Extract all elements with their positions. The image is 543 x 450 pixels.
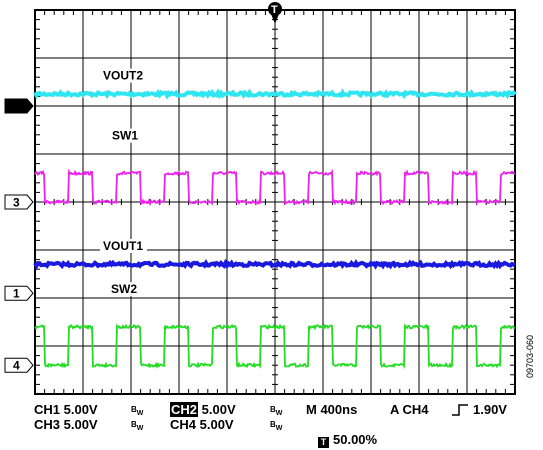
oscilloscope-screen: VOUT2 SW1 VOUT1 SW2 2 3 1 4 T — [4, 2, 517, 395]
trace-label-sw1: SW1 — [112, 129, 138, 143]
ch3-bandwidth-limit: BW — [131, 420, 144, 432]
ch1-bandwidth-limit: BW — [131, 405, 144, 417]
trace-label-sw2: SW2 — [111, 282, 137, 296]
channel-4-number: 4 — [13, 359, 20, 373]
figure-code: 09703-060 — [525, 334, 535, 378]
trigger-arrow — [271, 14, 279, 24]
trace-sw1 — [34, 168, 516, 207]
channel-4-ground-marker — [4, 357, 34, 373]
trigger-icon: T — [318, 437, 329, 448]
trace-vout1 — [33, 258, 516, 271]
trace-label-vout1: VOUT1 — [103, 239, 143, 253]
label-bg — [100, 68, 147, 83]
channel-markers: 2 3 1 4 T — [4, 2, 282, 373]
ch4-scale: CH4 5.00V — [170, 417, 234, 432]
trigger-level: 1.90V — [473, 402, 507, 417]
channel-2-number: 2 — [13, 100, 20, 114]
timebase-readout: M 400ns — [306, 402, 358, 417]
trigger-source: A CH4 — [390, 402, 429, 417]
trace-vout2 — [33, 88, 517, 100]
trace-labels: VOUT2 SW1 VOUT1 SW2 — [100, 68, 147, 297]
ch2-scale: CH2 5.00V — [170, 402, 236, 417]
ch1-scale: CH1 5.00V — [34, 402, 98, 417]
trace-sw2 — [34, 323, 516, 370]
trace-label-vout2: VOUT2 — [103, 69, 143, 83]
trigger-position-marker — [268, 2, 282, 16]
rising-edge-icon — [452, 404, 468, 416]
trigger-position-readout: T 50.00% — [318, 433, 377, 448]
waveform-traces — [33, 88, 517, 370]
label-bg — [109, 128, 140, 143]
channel-1-number: 1 — [13, 287, 20, 301]
channel-3-ground-marker — [4, 194, 34, 210]
channel-2-ground-marker — [4, 98, 34, 114]
trigger-letter: T — [271, 4, 278, 16]
channel-3-number: 3 — [13, 196, 20, 210]
label-bg — [108, 282, 139, 297]
ch4-bandwidth-limit: BW — [270, 420, 283, 432]
label-bg — [100, 239, 147, 253]
ch3-scale: CH3 5.00V — [34, 417, 98, 432]
ch2-bandwidth-limit: BW — [270, 405, 283, 417]
channel-1-ground-marker — [4, 285, 34, 301]
